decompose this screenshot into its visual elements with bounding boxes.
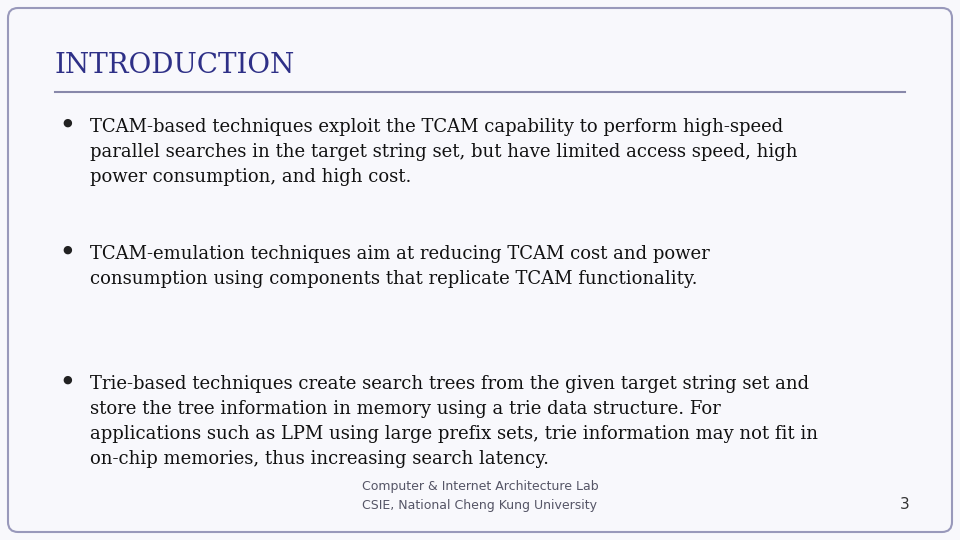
Text: ●: ● <box>62 118 72 128</box>
FancyBboxPatch shape <box>8 8 952 532</box>
Text: Trie-based techniques create search trees from the given target string set and
s: Trie-based techniques create search tree… <box>90 375 818 468</box>
Text: ●: ● <box>62 245 72 255</box>
Text: 3: 3 <box>900 497 910 512</box>
Text: TCAM-emulation techniques aim at reducing TCAM cost and power
consumption using : TCAM-emulation techniques aim at reducin… <box>90 245 709 288</box>
Text: TCAM-based techniques exploit the TCAM capability to perform high-speed
parallel: TCAM-based techniques exploit the TCAM c… <box>90 118 798 186</box>
Text: INTRODUCTION: INTRODUCTION <box>55 52 296 79</box>
Text: ●: ● <box>62 375 72 385</box>
Text: Computer & Internet Architecture Lab
CSIE, National Cheng Kung University: Computer & Internet Architecture Lab CSI… <box>362 480 598 512</box>
